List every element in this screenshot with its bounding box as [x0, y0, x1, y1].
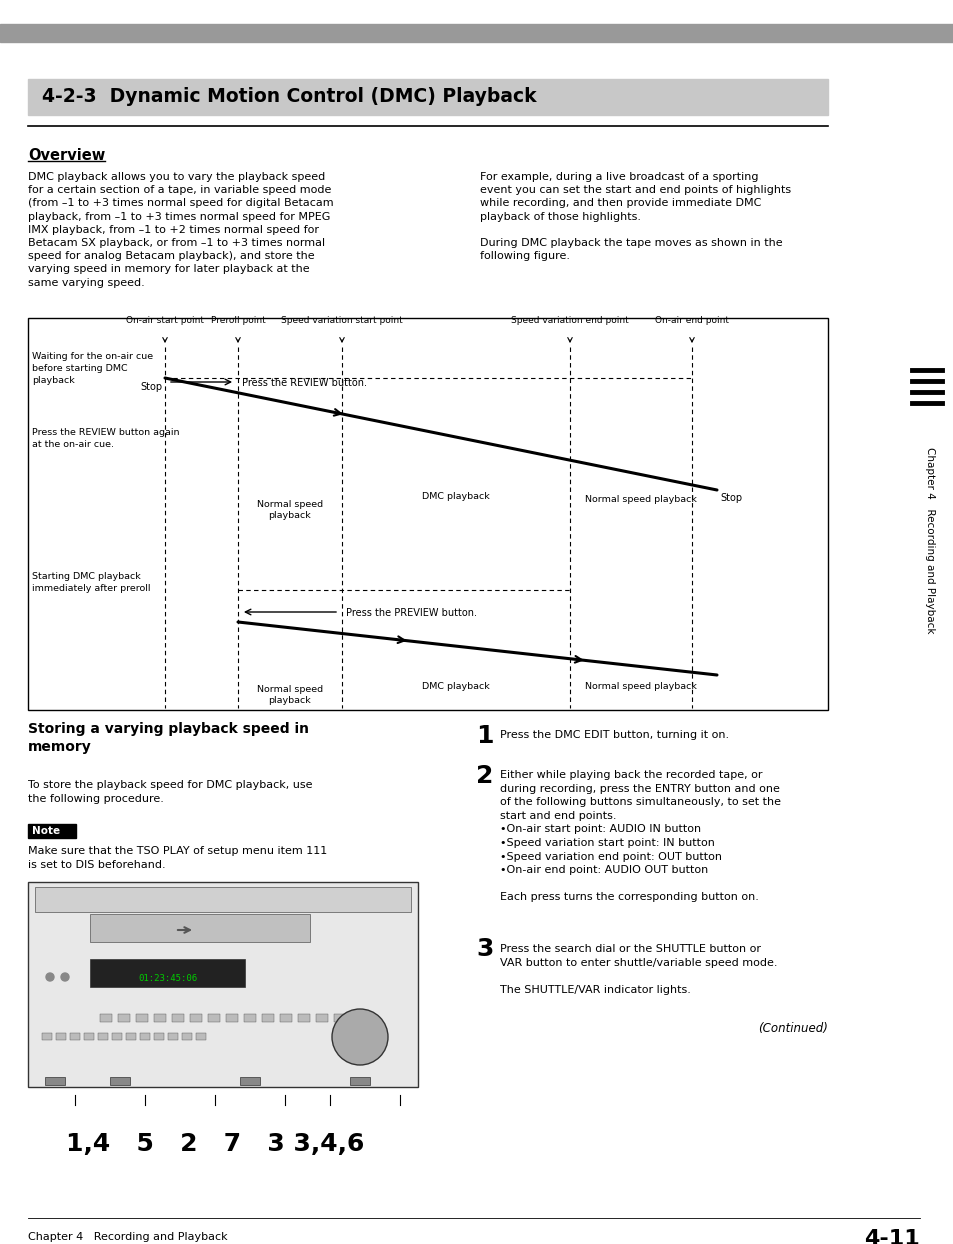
Text: Overview: Overview: [28, 148, 105, 163]
Text: Press the DMC EDIT button, turning it on.: Press the DMC EDIT button, turning it on…: [499, 730, 728, 740]
Bar: [350, 1077, 370, 1085]
Bar: [28, 882, 417, 1087]
Bar: [45, 1077, 65, 1085]
Bar: [28, 824, 76, 838]
Text: Chapter 4   Recording and Playback: Chapter 4 Recording and Playback: [924, 447, 934, 633]
Bar: [42, 1033, 52, 1040]
Text: Speed variation end point: Speed variation end point: [511, 316, 628, 325]
Text: 3: 3: [476, 937, 493, 962]
Text: To store the playback speed for DMC playback, use
the following procedure.: To store the playback speed for DMC play…: [28, 780, 313, 804]
Text: Note: Note: [32, 826, 60, 836]
Text: Stop: Stop: [140, 382, 162, 392]
Bar: [28, 318, 827, 710]
Bar: [140, 1033, 150, 1040]
Bar: [110, 1077, 130, 1085]
Text: DMC playback allows you to vary the playback speed
for a certain section of a ta: DMC playback allows you to vary the play…: [28, 172, 334, 287]
Bar: [98, 1033, 108, 1040]
Bar: [195, 1033, 206, 1040]
Bar: [136, 1014, 148, 1023]
Bar: [35, 887, 411, 912]
Text: Chapter 4   Recording and Playback: Chapter 4 Recording and Playback: [28, 1232, 228, 1242]
Text: Waiting for the on-air cue
before starting DMC
playback: Waiting for the on-air cue before starti…: [32, 352, 153, 384]
Text: Speed variation start point: Speed variation start point: [281, 316, 402, 325]
Text: 1: 1: [476, 724, 493, 748]
Text: 4-2-3  Dynamic Motion Control (DMC) Playback: 4-2-3 Dynamic Motion Control (DMC) Playb…: [42, 87, 536, 107]
Bar: [208, 1014, 220, 1023]
Bar: [112, 1033, 122, 1040]
Text: Normal speed playback: Normal speed playback: [584, 682, 697, 690]
Bar: [297, 1014, 310, 1023]
Text: Preroll point: Preroll point: [211, 316, 265, 325]
Bar: [84, 1033, 94, 1040]
Bar: [100, 1014, 112, 1023]
Text: Stop: Stop: [720, 493, 741, 503]
Bar: [90, 959, 245, 986]
Text: Normal speed playback: Normal speed playback: [584, 495, 697, 504]
Bar: [118, 1014, 130, 1023]
Bar: [315, 1014, 328, 1023]
Bar: [0, 24, 953, 42]
Text: Press the REVIEW button again
at the on-air cue.: Press the REVIEW button again at the on-…: [32, 428, 179, 449]
Text: Either while playing back the recorded tape, or
during recording, press the ENTR: Either while playing back the recorded t…: [499, 770, 781, 902]
Text: 2: 2: [476, 764, 493, 787]
Text: Press the search dial or the SHUTTLE button or
VAR button to enter shuttle/varia: Press the search dial or the SHUTTLE but…: [499, 944, 777, 995]
Bar: [226, 1014, 237, 1023]
Text: DMC playback: DMC playback: [421, 491, 489, 501]
Text: 01:23:45:06: 01:23:45:06: [138, 974, 197, 983]
Bar: [70, 1033, 80, 1040]
Bar: [153, 1033, 164, 1040]
Bar: [262, 1014, 274, 1023]
Text: 1,4   5   2   7   3 3,4,6: 1,4 5 2 7 3 3,4,6: [66, 1132, 364, 1156]
Bar: [90, 914, 310, 942]
Bar: [168, 1033, 178, 1040]
Bar: [153, 1014, 166, 1023]
Circle shape: [61, 973, 69, 982]
Text: (Continued): (Continued): [758, 1023, 827, 1035]
Bar: [244, 1014, 255, 1023]
Circle shape: [332, 1009, 388, 1065]
Text: Normal speed
playback: Normal speed playback: [256, 685, 323, 705]
Bar: [190, 1014, 202, 1023]
Bar: [334, 1014, 346, 1023]
Text: Press the REVIEW button.: Press the REVIEW button.: [242, 378, 367, 388]
Bar: [172, 1014, 184, 1023]
Bar: [28, 80, 827, 114]
Bar: [56, 1033, 66, 1040]
Text: DMC playback: DMC playback: [421, 682, 489, 690]
Text: For example, during a live broadcast of a sporting
event you can set the start a: For example, during a live broadcast of …: [479, 172, 790, 261]
Text: 4-11: 4-11: [863, 1229, 919, 1244]
Circle shape: [46, 973, 54, 982]
Bar: [126, 1033, 136, 1040]
Text: Make sure that the TSO PLAY of setup menu item 111
is set to DIS beforehand.: Make sure that the TSO PLAY of setup men…: [28, 846, 327, 870]
Text: Storing a varying playback speed in
memory: Storing a varying playback speed in memo…: [28, 722, 309, 754]
Text: On-air end point: On-air end point: [655, 316, 728, 325]
Text: Starting DMC playback
immediately after preroll: Starting DMC playback immediately after …: [32, 572, 151, 593]
Text: Normal speed
playback: Normal speed playback: [256, 500, 323, 520]
Text: Press the PREVIEW button.: Press the PREVIEW button.: [346, 608, 476, 618]
Text: On-air start point: On-air start point: [126, 316, 204, 325]
Bar: [182, 1033, 192, 1040]
Bar: [240, 1077, 260, 1085]
Bar: [280, 1014, 292, 1023]
